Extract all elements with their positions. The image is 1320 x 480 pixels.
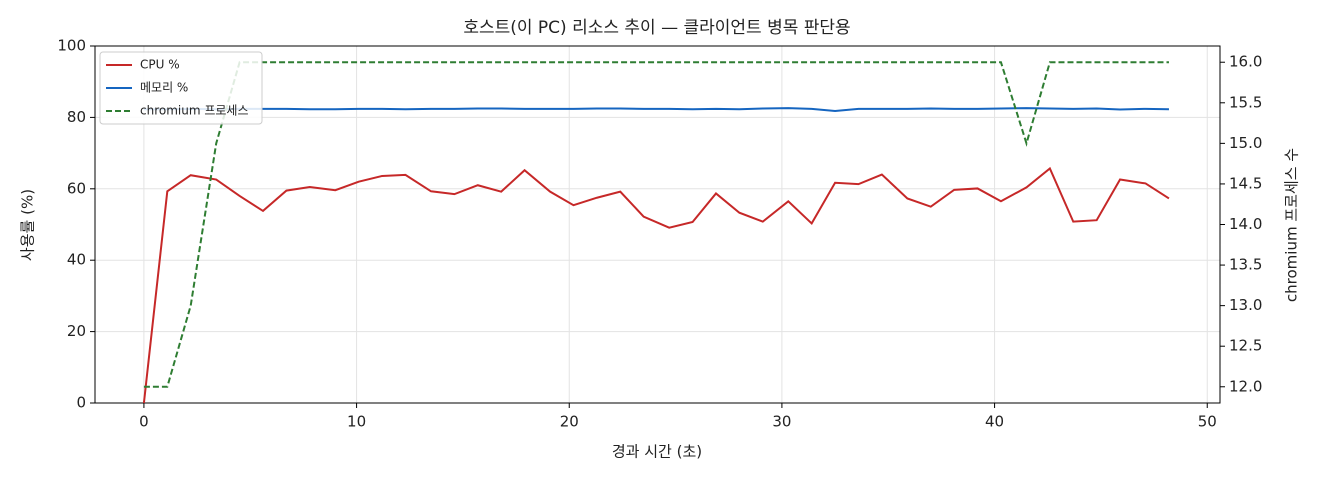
y2-tick-label: 12.5 bbox=[1229, 337, 1262, 355]
x-axis-label: 경과 시간 (초) bbox=[612, 443, 702, 461]
y2-tick-label: 12.0 bbox=[1229, 377, 1262, 395]
plot-frame bbox=[94, 45, 1221, 404]
y-tick-label: 0 bbox=[76, 394, 86, 412]
y2-tick-label: 13.5 bbox=[1229, 256, 1262, 274]
y2-tick-label: 15.0 bbox=[1229, 134, 1262, 152]
legend-label: chromium 프로세스 bbox=[140, 104, 249, 118]
y2-tick-label: 14.5 bbox=[1229, 174, 1262, 192]
x-tick-label: 40 bbox=[985, 413, 1004, 431]
legend-box bbox=[99, 51, 263, 125]
y2-tick-label: 13.0 bbox=[1229, 296, 1262, 314]
x-tick-label: 50 bbox=[1198, 413, 1217, 431]
y2-tick-label: 15.5 bbox=[1229, 93, 1262, 111]
series-line bbox=[143, 61, 1169, 388]
y-tick-label: 60 bbox=[67, 179, 86, 197]
y-tick-label: 40 bbox=[67, 251, 86, 269]
x-tick-label: 20 bbox=[560, 413, 579, 431]
x-tick-label: 30 bbox=[772, 413, 791, 431]
y-tick-label: 20 bbox=[67, 322, 86, 340]
x-tick-label: 10 bbox=[347, 413, 366, 431]
x-tick-label: 0 bbox=[139, 413, 149, 431]
chart-title: 호스트(이 PC) 리소스 추이 — 클라이언트 병목 판단용 bbox=[463, 18, 850, 38]
legend-label: 메모리 % bbox=[140, 81, 188, 95]
y-tick-label: 100 bbox=[57, 37, 86, 55]
y-tick-label: 80 bbox=[67, 108, 86, 126]
y2-tick-label: 16.0 bbox=[1229, 53, 1262, 71]
y2-tick-label: 14.0 bbox=[1229, 215, 1262, 233]
series-line bbox=[142, 166, 1170, 404]
legend-label: CPU % bbox=[140, 58, 180, 72]
legend: CPU % 메모리 % chromium 프로세스 bbox=[99, 51, 263, 125]
series-line bbox=[143, 107, 1169, 112]
y-axis-label: 사용률 (%) bbox=[19, 189, 37, 261]
y2-axis-label: chromium 프로세스 수 bbox=[1283, 148, 1301, 302]
